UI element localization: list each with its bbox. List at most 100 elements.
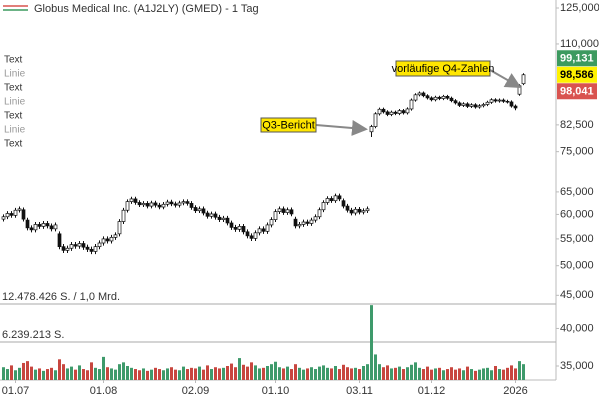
- candle-body: [173, 203, 178, 206]
- volume-bar: [338, 369, 341, 380]
- candle-body: [105, 238, 110, 242]
- volume-bar: [114, 369, 117, 380]
- candle-body: [197, 208, 202, 212]
- volume-bar: [42, 370, 45, 380]
- volume-bar: [266, 366, 269, 380]
- price-badge: [557, 66, 597, 83]
- candle-body: [145, 203, 150, 207]
- volume-bar: [22, 362, 25, 380]
- candle-body: [149, 202, 154, 207]
- volume-bar: [482, 368, 485, 380]
- candle-body: [77, 243, 82, 247]
- candle-body: [337, 195, 342, 200]
- volume-bar: [94, 367, 97, 380]
- volume-bar: [202, 369, 205, 380]
- candle-body: [317, 209, 322, 218]
- volume-bar: [222, 367, 225, 380]
- volume-bar: [490, 370, 493, 380]
- volume-bar: [158, 369, 161, 380]
- volume-bar: [54, 370, 57, 380]
- annotation-box: [260, 117, 317, 133]
- candle-body: [461, 103, 466, 106]
- x-tick-label: 03.11: [346, 385, 373, 397]
- candle-body: [361, 210, 366, 213]
- candle-body: [249, 235, 254, 239]
- candle-body: [93, 246, 98, 252]
- candle-body: [513, 105, 518, 109]
- volume-bar: [438, 367, 441, 380]
- volume-bar: [322, 365, 325, 380]
- volume-bar: [58, 359, 61, 380]
- volume-bar: [342, 364, 345, 380]
- candle-body: [413, 94, 418, 101]
- candle-body: [257, 228, 262, 234]
- candle-body: [469, 104, 474, 107]
- side-label: Linie: [4, 97, 26, 108]
- volume-bar: [10, 365, 13, 380]
- candle-body: [325, 198, 330, 203]
- volume-bar: [122, 362, 125, 380]
- volume-bar: [494, 366, 497, 380]
- volume-bar: [6, 369, 9, 380]
- candle-body: [157, 204, 162, 208]
- volume-bar: [354, 367, 357, 380]
- volume-bar: [462, 370, 465, 380]
- candle-body: [193, 207, 198, 212]
- candle-body: [45, 223, 50, 227]
- candle-body: [441, 96, 446, 99]
- y-tick-label: 50,000: [560, 260, 594, 272]
- annotation: Q3-Bericht: [262, 119, 315, 131]
- candle-body: [113, 234, 118, 238]
- volume-bar: [250, 362, 253, 380]
- candle-body: [517, 85, 522, 95]
- candle-body: [185, 201, 190, 204]
- candle-body: [373, 113, 378, 127]
- volume-bar: [210, 369, 213, 380]
- candle-body: [137, 202, 142, 206]
- volume-bar: [382, 367, 385, 380]
- volume-bar: [506, 367, 509, 380]
- volume-bar: [282, 368, 285, 380]
- candle-body: [17, 208, 22, 211]
- volume-bar: [254, 365, 257, 380]
- candle-body: [369, 126, 374, 133]
- candle-body: [497, 99, 502, 102]
- annotation-arrow: [489, 69, 522, 88]
- candle-body: [313, 216, 318, 221]
- volume-bar: [154, 367, 157, 380]
- candle-body: [409, 99, 414, 110]
- volume-bar: [30, 366, 33, 380]
- y-tick-label: 55,000: [560, 233, 594, 245]
- volume-bar: [502, 369, 505, 380]
- side-label: Linie: [4, 69, 26, 80]
- volume-bar: [166, 368, 169, 380]
- candle-body: [485, 101, 490, 105]
- candle-body: [13, 209, 18, 216]
- candle-body: [253, 232, 258, 239]
- volume-bar: [446, 369, 449, 380]
- volume-bar: [470, 369, 473, 380]
- volume-bar: [358, 369, 361, 380]
- candle-body: [481, 104, 486, 107]
- volume-bar: [98, 369, 101, 380]
- price-badge-label: 98,586: [560, 69, 594, 81]
- volume-bar: [90, 362, 93, 380]
- volume-bar: [218, 368, 221, 380]
- annotation: vorläufige Q4-Zahlen: [392, 63, 495, 75]
- volume-bar: [474, 370, 477, 380]
- candle-body: [321, 202, 326, 211]
- candle-body: [49, 225, 54, 230]
- candle-body: [129, 198, 134, 202]
- candle-body: [405, 108, 410, 114]
- volume-bar: [118, 364, 121, 380]
- y-tick-label: 82,500: [560, 119, 594, 131]
- volume-bar: [270, 364, 273, 380]
- volume-bar: [262, 367, 265, 380]
- volume-bar: [394, 367, 397, 380]
- x-tick-label: 01.08: [90, 385, 118, 397]
- volume-bar: [134, 369, 137, 380]
- candle-body: [349, 209, 354, 214]
- volume-bar: [286, 366, 289, 380]
- y-tick-label: 125,000: [560, 2, 599, 14]
- volume-bar: [478, 369, 481, 380]
